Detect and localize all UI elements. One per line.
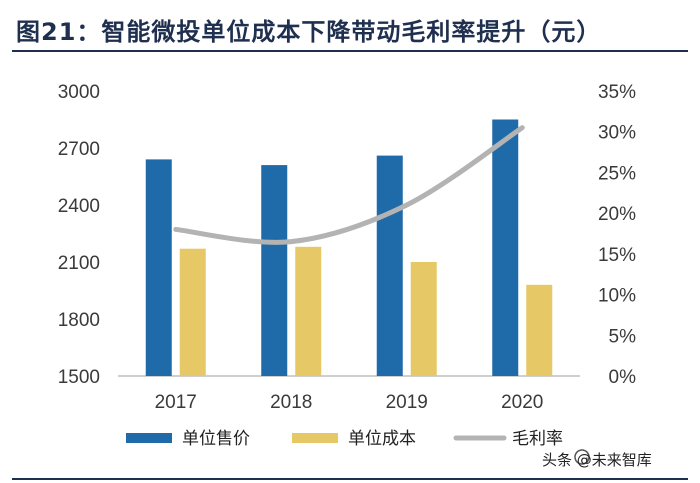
right-tick-label: 10% (598, 286, 636, 307)
bar-unit-cost-2018 (295, 246, 322, 376)
bar-unit-cost-2019 (410, 262, 437, 376)
bar-unit-price-2019 (376, 155, 403, 376)
right-tick-label: 20% (598, 204, 636, 225)
right-tick-label: 15% (598, 245, 636, 266)
legend-label: 单位成本 (348, 429, 416, 449)
x-tick-label: 2018 (270, 392, 312, 413)
right-axis: 0% 5% 10% 15% 20% 25% 30% 35% (598, 82, 636, 388)
bars (145, 119, 553, 376)
legend: 单位售价 单位成本 毛利率 (126, 429, 563, 449)
right-tick-label: 35% (598, 82, 636, 103)
left-tick-label: 2400 (58, 196, 100, 217)
bar-unit-price-2020 (492, 119, 519, 376)
right-tick-label: 30% (598, 123, 636, 144)
bar-unit-cost-2020 (526, 284, 553, 376)
right-tick-label: 5% (609, 326, 637, 347)
legend-swatch-0 (126, 433, 172, 443)
x-axis-labels: 2017 2018 2019 2020 (155, 392, 544, 413)
left-tick-label: 2700 (58, 139, 100, 160)
chart-title: 图21：智能微投单位成本下降带动毛利率提升（元） (16, 18, 602, 46)
bottom-rule (12, 478, 688, 480)
legend-label: 单位售价 (182, 429, 250, 449)
x-tick-label: 2017 (155, 392, 197, 413)
bar-unit-price-2018 (261, 165, 288, 376)
bar-unit-cost-2017 (179, 248, 206, 376)
watermark: 头条 @未来智库 (542, 449, 652, 469)
series-line-gross-margin (173, 125, 525, 245)
legend-label: 毛利率 (512, 429, 563, 449)
left-axis: 1500 1800 2100 2400 2700 3000 (58, 82, 100, 388)
left-tick-label: 1800 (58, 310, 100, 331)
x-tick-label: 2020 (501, 392, 543, 413)
watermark-logo-icon (574, 449, 590, 465)
right-tick-label: 25% (598, 163, 636, 184)
bar-unit-price-2017 (145, 159, 172, 376)
title-bar: 图21：智能微投单位成本下降带动毛利率提升（元） (12, 6, 688, 52)
right-tick-label: 0% (609, 367, 637, 388)
x-tick-label: 2019 (386, 392, 428, 413)
left-tick-label: 2100 (58, 253, 100, 274)
left-tick-label: 1500 (58, 367, 100, 388)
watermark-text: 头条 @未来智库 (542, 451, 652, 469)
legend-swatch-1 (292, 433, 338, 443)
left-tick-label: 3000 (58, 82, 100, 103)
